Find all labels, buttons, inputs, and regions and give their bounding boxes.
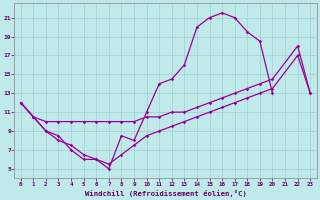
X-axis label: Windchill (Refroidissement éolien,°C): Windchill (Refroidissement éolien,°C) bbox=[84, 190, 246, 197]
